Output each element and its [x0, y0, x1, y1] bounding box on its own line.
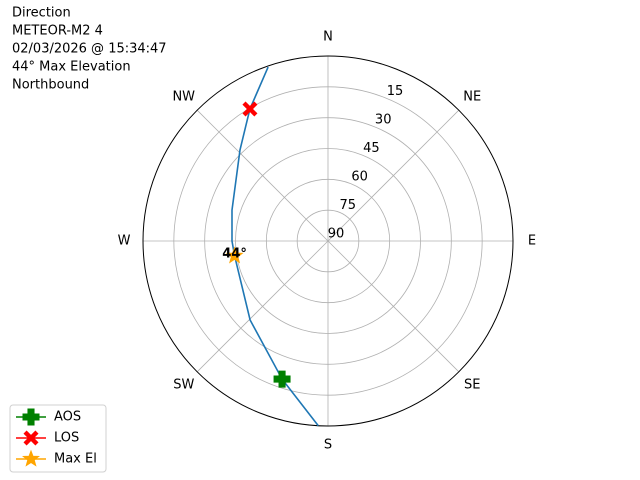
legend-label: AOS — [54, 410, 81, 425]
grid-spoke — [327, 240, 460, 373]
header-line: METEOR-M2 4 — [12, 24, 103, 39]
marker — [242, 101, 258, 117]
direction-label: E — [528, 234, 536, 249]
direction-label: NE — [463, 89, 481, 104]
legend-marker — [22, 449, 40, 467]
grid-spoke — [327, 109, 460, 242]
header-line: Northbound — [12, 78, 89, 93]
outer-boundary — [142, 55, 514, 427]
r-tick-label: 15 — [387, 84, 404, 99]
r-tick-label: 75 — [340, 198, 357, 213]
direction-label: SE — [464, 378, 480, 393]
r-tick-label: 45 — [363, 141, 380, 156]
value-label: 44° — [222, 246, 247, 261]
legend-label: LOS — [54, 431, 79, 446]
header-line: 44° Max Elevation — [12, 60, 131, 75]
direction-label: NW — [172, 89, 195, 104]
direction-label: S — [324, 438, 332, 453]
marker — [273, 370, 291, 388]
direction-label: W — [118, 234, 131, 249]
grid-spoke — [196, 240, 329, 373]
r-tick-label: 30 — [375, 113, 392, 128]
grid-spoke — [196, 109, 329, 242]
direction-label: SW — [173, 378, 194, 393]
marker — [225, 246, 244, 264]
direction-label: N — [323, 30, 333, 45]
legend-marker — [22, 408, 40, 426]
r-tick-label: 90 — [328, 227, 345, 242]
legend-marker — [23, 430, 39, 446]
r-tick-label: 60 — [351, 170, 368, 185]
track-line — [231, 66, 319, 427]
header-line: 02/03/2026 @ 15:34:47 — [12, 42, 167, 57]
header-line: Direction — [12, 6, 71, 21]
legend-label: Max El — [54, 452, 97, 467]
